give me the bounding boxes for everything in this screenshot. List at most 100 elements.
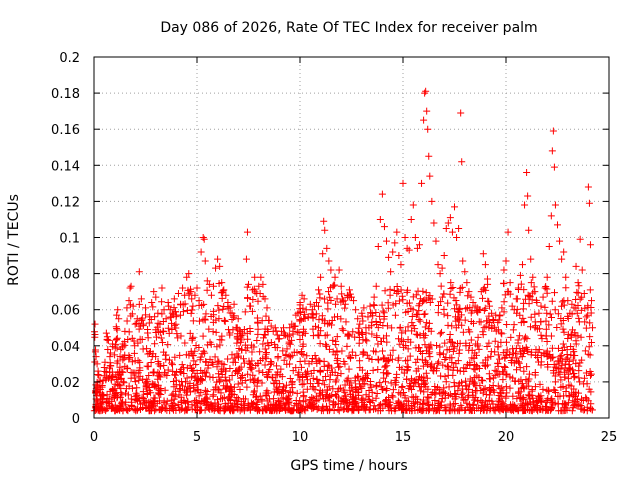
data-point [578, 266, 586, 274]
data-point [345, 286, 353, 294]
data-point [388, 392, 396, 400]
data-point [362, 371, 370, 379]
data-point [332, 378, 340, 386]
data-point [569, 326, 577, 334]
data-point [393, 228, 401, 236]
data-point [286, 388, 294, 396]
data-point [403, 375, 411, 383]
data-point [114, 380, 122, 388]
data-point [133, 315, 141, 323]
y-tick-label: 0 [72, 412, 80, 427]
data-point [586, 351, 594, 359]
data-point [195, 317, 203, 325]
data-point [494, 343, 502, 351]
data-point [343, 342, 351, 350]
data-point [319, 377, 327, 385]
data-point [337, 315, 345, 323]
data-point [147, 389, 155, 397]
data-point [358, 309, 366, 317]
data-point [421, 89, 429, 97]
data-point [556, 353, 564, 361]
data-point [334, 363, 342, 371]
data-point [512, 350, 520, 358]
data-point [559, 325, 567, 333]
data-point [98, 382, 106, 390]
data-point [462, 382, 470, 390]
data-point [155, 390, 163, 398]
data-point [382, 386, 390, 394]
y-tick-label: 0.08 [51, 268, 80, 283]
data-point [271, 340, 279, 348]
data-point [193, 386, 201, 394]
data-point [471, 361, 479, 369]
data-point [300, 314, 308, 322]
data-point [533, 401, 541, 409]
data-point [544, 363, 552, 371]
data-point [143, 376, 151, 384]
data-point [351, 377, 359, 385]
data-point [467, 336, 475, 344]
data-point [580, 406, 588, 414]
data-point [402, 308, 410, 316]
data-point [114, 306, 122, 314]
data-point [166, 306, 174, 314]
data-point [277, 389, 285, 397]
data-point [532, 351, 540, 359]
data-point [355, 334, 363, 342]
data-point [323, 366, 331, 374]
data-point [349, 398, 357, 406]
data-point [581, 347, 589, 355]
data-point [565, 393, 573, 401]
data-point [280, 356, 288, 364]
data-point [454, 307, 462, 315]
data-point [143, 404, 151, 412]
data-point [572, 262, 580, 270]
data-point [537, 302, 545, 310]
data-point [422, 87, 430, 95]
data-point [230, 300, 238, 308]
data-point [309, 374, 317, 382]
data-point [180, 370, 188, 378]
data-point [476, 382, 484, 390]
data-point [455, 306, 463, 314]
data-point [181, 291, 189, 299]
data-point [456, 316, 464, 324]
data-point [302, 397, 310, 405]
data-point [262, 406, 270, 414]
data-point [408, 312, 416, 320]
data-point [370, 301, 378, 309]
data-point [516, 364, 524, 372]
data-point [321, 381, 329, 389]
data-point [275, 335, 283, 343]
data-point [179, 284, 187, 292]
data-point [226, 386, 234, 394]
data-point [449, 347, 457, 355]
data-point [185, 289, 193, 297]
data-point [273, 331, 281, 339]
data-point [400, 401, 408, 409]
data-point [413, 310, 421, 318]
data-point [527, 255, 535, 263]
data-point [149, 398, 157, 406]
data-point [359, 336, 367, 344]
data-point [586, 333, 594, 341]
data-point [561, 364, 569, 372]
data-point [354, 373, 362, 381]
data-point [360, 304, 368, 312]
data-point [113, 376, 121, 384]
data-point [203, 277, 211, 285]
data-point [372, 308, 380, 316]
data-point [170, 395, 178, 403]
data-point [326, 376, 334, 384]
data-point [531, 310, 539, 318]
data-point [113, 344, 121, 352]
data-point [465, 288, 473, 296]
data-point [299, 342, 307, 350]
data-point [426, 348, 434, 356]
data-point [426, 298, 434, 306]
data-point [576, 235, 584, 243]
data-point [408, 319, 416, 327]
data-point [195, 392, 203, 400]
data-point [498, 384, 506, 392]
data-point [496, 355, 504, 363]
